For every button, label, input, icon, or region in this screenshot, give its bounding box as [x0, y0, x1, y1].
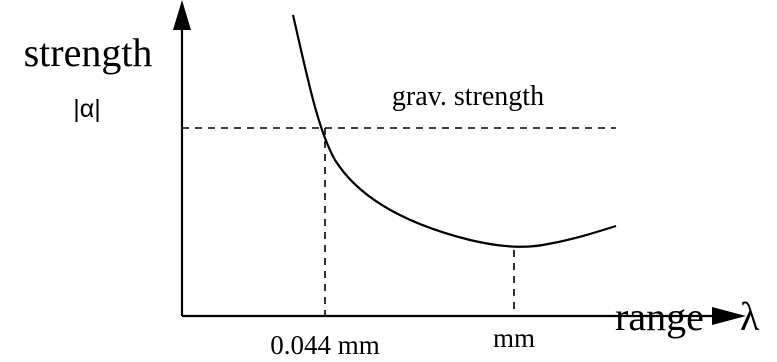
x-axis-label: range: [615, 294, 704, 339]
tick-label-minimum: mm: [493, 323, 535, 353]
grav-strength-label: grav. strength: [392, 81, 544, 112]
x-axis-arrowhead: [712, 307, 746, 325]
strength-curve: [291, 14, 617, 248]
y-axis-symbol: |α|: [73, 95, 100, 123]
x-axis-symbol: λ: [740, 294, 760, 339]
y-axis-arrowhead: [173, 0, 191, 30]
tick-label-crossing: 0.044 mm: [270, 330, 380, 360]
y-axis-label: strength: [24, 30, 153, 75]
